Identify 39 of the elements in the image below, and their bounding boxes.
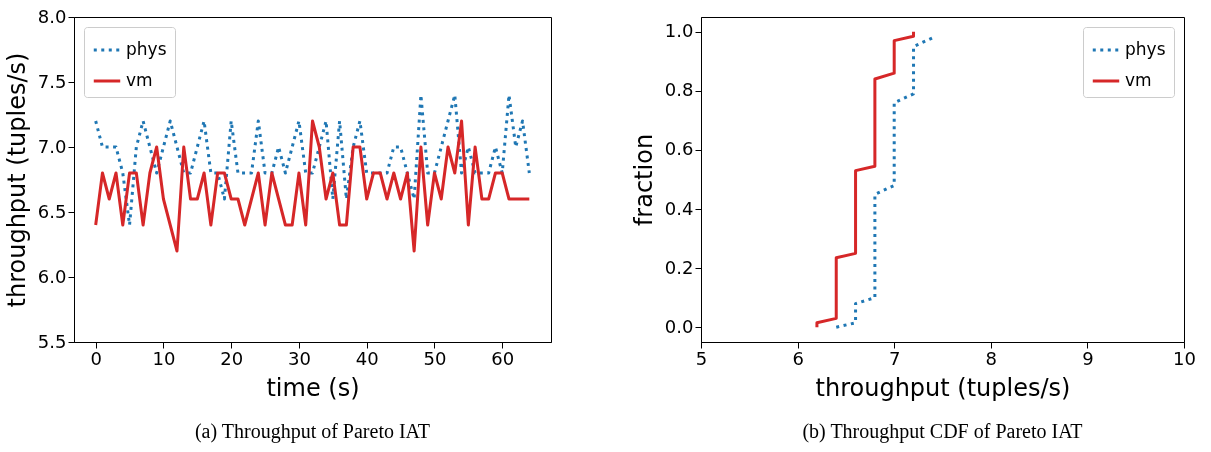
x-axis-title: throughput (tuples/s) — [815, 373, 1071, 402]
y-tick-label: 0.0 — [664, 315, 694, 337]
x-tick-label: 7 — [888, 347, 901, 369]
text: (a) Throughput of Pareto IAT — [194, 420, 431, 443]
line-series — [94, 93, 531, 227]
y-tick-label: 0.6 — [664, 138, 694, 160]
x-tick-label: 40 — [355, 347, 379, 369]
x-tick-label: 9 — [1082, 347, 1094, 369]
line-series — [815, 30, 916, 329]
legend-label: vm — [126, 70, 153, 90]
y-tick-label: 1.0 — [664, 20, 694, 42]
y-axis-title: throughput (tuples/s) — [2, 52, 31, 308]
y-tick-label: 6.0 — [37, 265, 67, 287]
legend-label: vm — [1125, 70, 1152, 90]
x-tick-label: 0 — [90, 347, 102, 369]
y-tick-label: 0.4 — [664, 197, 694, 219]
legend-label: phys — [1125, 39, 1166, 59]
y-tick-label: 8.0 — [37, 5, 67, 27]
y-tick-label: 7.5 — [37, 70, 67, 92]
y-tick-label: 6.5 — [37, 200, 67, 222]
y-axis-title: fraction — [629, 133, 658, 227]
x-tick-label: 20 — [220, 347, 244, 369]
line-series — [834, 36, 935, 329]
line-series — [94, 119, 531, 253]
x-tick-label: 6 — [792, 347, 804, 369]
y-tick-label: 0.2 — [664, 256, 694, 278]
x-tick-label: 10 — [152, 347, 176, 369]
x-tick-label: 5 — [695, 347, 708, 369]
x-axis-title: time (s) — [266, 373, 360, 402]
legend-label: phys — [126, 39, 167, 59]
y-tick-label: 0.8 — [664, 79, 694, 101]
x-tick-label: 8 — [985, 347, 998, 369]
x-tick-label: 60 — [491, 347, 515, 369]
x-tick-label: 30 — [288, 347, 311, 369]
x-tick-label: 10 — [1173, 347, 1196, 369]
text: (b) Throughput CDF of Pareto IAT — [802, 420, 1083, 443]
y-tick-label: 7.0 — [37, 135, 67, 157]
y-tick-label: 5.5 — [37, 330, 67, 352]
x-tick-label: 50 — [423, 347, 447, 369]
